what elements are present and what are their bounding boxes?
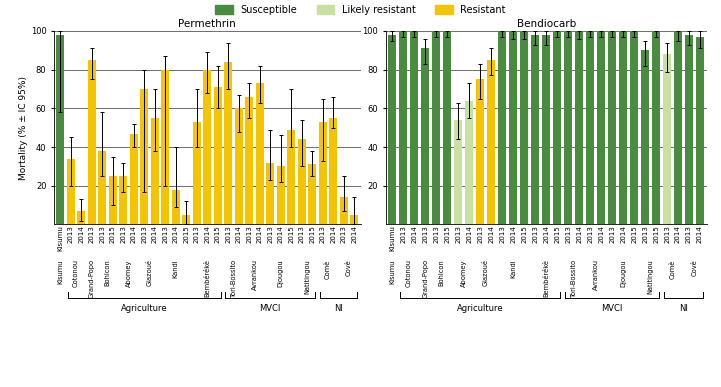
Text: Abomey: Abomey	[125, 259, 131, 287]
Bar	[193, 122, 200, 224]
Text: Comè: Comè	[670, 259, 676, 279]
Bar	[410, 31, 418, 224]
Bar	[67, 159, 75, 224]
Text: Avrankou: Avrankou	[252, 259, 257, 290]
Bar	[630, 31, 638, 224]
Bar	[309, 164, 317, 224]
Bar	[663, 54, 671, 224]
Bar	[151, 118, 159, 224]
Text: NI: NI	[334, 304, 343, 313]
Bar	[564, 31, 572, 224]
Text: Kandi: Kandi	[510, 259, 516, 278]
Bar	[277, 166, 285, 224]
Bar	[224, 62, 232, 224]
Bar	[520, 31, 528, 224]
Bar	[619, 31, 627, 224]
Bar	[266, 163, 274, 224]
Title: Permethrin: Permethrin	[178, 19, 236, 29]
Text: Natitingou: Natitingou	[304, 259, 310, 294]
Text: Grand-Popo: Grand-Popo	[89, 259, 95, 298]
Bar	[319, 122, 327, 224]
Bar	[388, 35, 397, 224]
Text: Natitingou: Natitingou	[647, 259, 653, 294]
Bar	[350, 215, 358, 224]
Text: Cotonou: Cotonou	[73, 259, 79, 287]
Bar	[454, 120, 462, 224]
Bar	[235, 108, 243, 224]
Text: Bohicon: Bohicon	[105, 259, 110, 286]
Text: Cotonou: Cotonou	[406, 259, 412, 287]
Bar	[498, 31, 506, 224]
Bar	[575, 31, 583, 224]
Bar	[641, 50, 649, 224]
Y-axis label: Mortality (% ± IC 95%): Mortality (% ± IC 95%)	[19, 76, 28, 180]
Bar	[172, 190, 180, 224]
Text: Djougou: Djougou	[620, 259, 626, 287]
Bar	[465, 101, 474, 224]
Bar	[214, 87, 222, 224]
Bar	[421, 48, 430, 224]
Text: Kisumu: Kisumu	[389, 259, 395, 284]
Text: Agriculture: Agriculture	[457, 304, 503, 313]
Bar	[597, 31, 605, 224]
Text: Comè: Comè	[325, 259, 331, 279]
Bar	[509, 31, 517, 224]
Bar	[340, 197, 348, 224]
Text: Tori-Bossito: Tori-Bossito	[570, 259, 577, 298]
Bar	[109, 176, 117, 224]
Text: Avrankou: Avrankou	[593, 259, 598, 290]
Bar	[77, 211, 85, 224]
Title: Bendiocarb: Bendiocarb	[516, 19, 576, 29]
Text: MVCI: MVCI	[260, 304, 281, 313]
Bar	[432, 31, 441, 224]
Bar	[652, 31, 660, 224]
Text: Glazoué: Glazoué	[146, 259, 153, 286]
Bar	[531, 35, 539, 224]
Text: Glazoué: Glazoué	[483, 259, 489, 286]
Bar	[696, 37, 704, 224]
Bar	[399, 31, 407, 224]
Bar	[586, 31, 594, 224]
Bar	[203, 70, 211, 224]
Bar	[476, 79, 485, 224]
Bar	[141, 89, 149, 224]
Text: Grand-Popo: Grand-Popo	[423, 259, 428, 298]
Bar	[553, 31, 561, 224]
Text: MVCI: MVCI	[601, 304, 623, 313]
Text: Covè: Covè	[691, 259, 697, 276]
Text: Agriculture: Agriculture	[121, 304, 168, 313]
Bar	[487, 60, 495, 224]
Bar	[256, 83, 264, 224]
Bar	[298, 139, 306, 224]
Bar	[182, 215, 190, 224]
Bar	[162, 70, 169, 224]
Text: Bohicon: Bohicon	[439, 259, 445, 286]
Text: Kandi: Kandi	[173, 259, 179, 278]
Text: Bembérékè: Bembérékè	[543, 259, 549, 297]
Bar	[98, 151, 106, 224]
Legend: Susceptible, Likely resistant, Resistant: Susceptible, Likely resistant, Resistant	[215, 5, 506, 15]
Text: Kisumu: Kisumu	[58, 259, 63, 284]
Bar	[120, 176, 128, 224]
Text: Bembérékè: Bembérékè	[204, 259, 211, 297]
Text: Djougou: Djougou	[278, 259, 284, 287]
Bar	[329, 118, 337, 224]
Bar	[542, 35, 550, 224]
Bar	[608, 31, 616, 224]
Bar	[674, 31, 682, 224]
Bar	[443, 31, 451, 224]
Text: Abomey: Abomey	[461, 259, 466, 287]
Bar	[88, 60, 96, 224]
Bar	[56, 35, 64, 224]
Text: NI: NI	[679, 304, 688, 313]
Bar	[287, 130, 295, 224]
Text: Tori-Bossito: Tori-Bossito	[231, 259, 236, 298]
Bar	[685, 35, 693, 224]
Text: Covè: Covè	[346, 259, 352, 276]
Bar	[130, 134, 138, 224]
Bar	[245, 97, 253, 224]
